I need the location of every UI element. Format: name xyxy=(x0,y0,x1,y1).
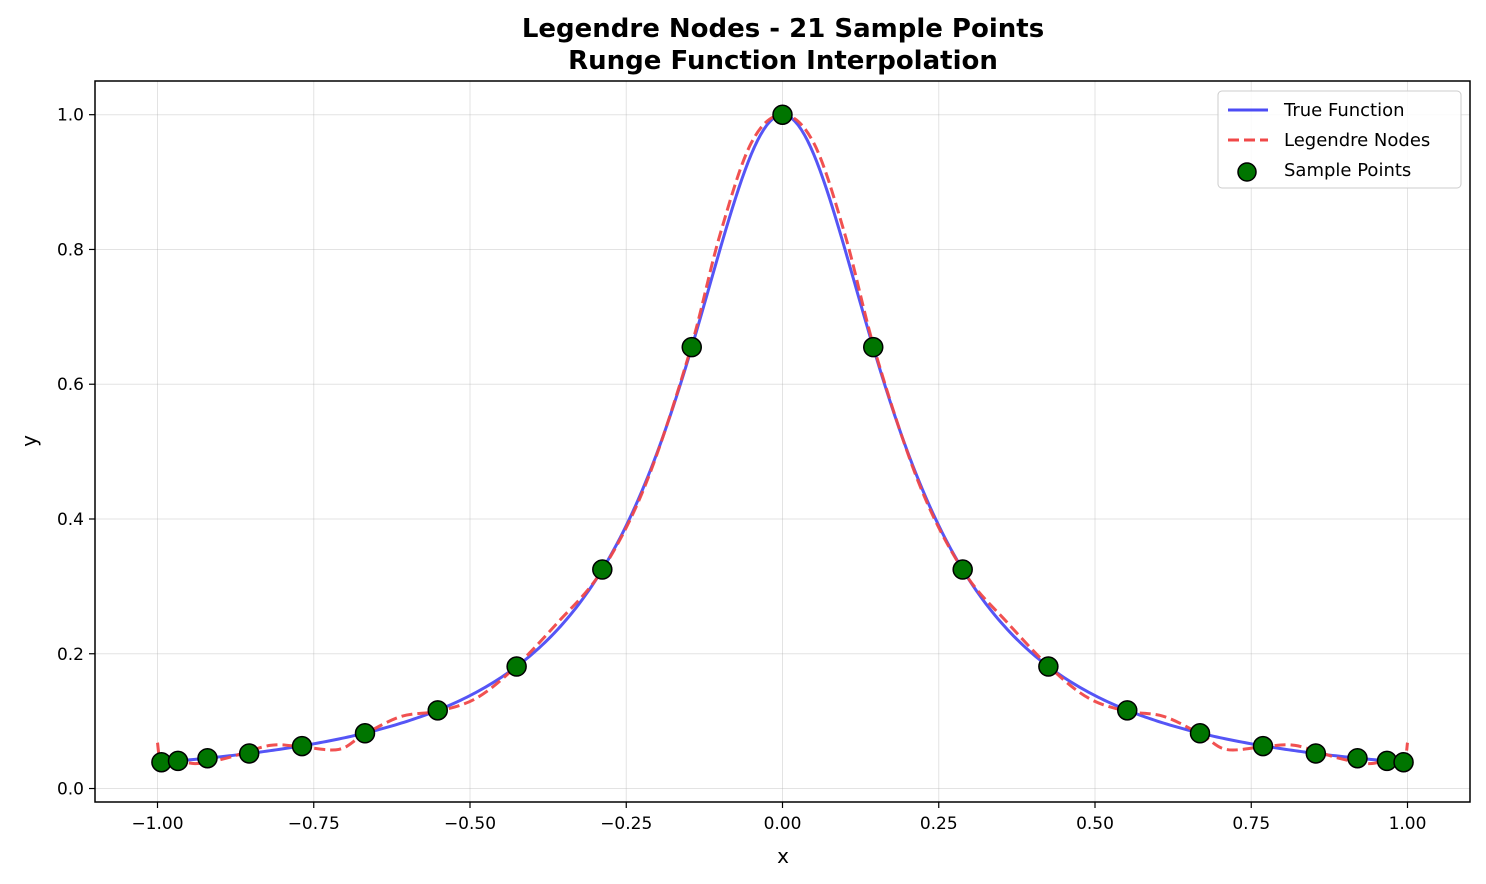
x-axis: −1.00 −0.75 −0.50 −0.25 0.00 0.25 0.50 0.75 1.00 xyxy=(131,802,1426,834)
sample-point xyxy=(1038,656,1059,677)
legend-legendre-nodes-label: Legendre Nodes xyxy=(1284,130,1430,151)
x-tick-label: 0.75 xyxy=(1232,814,1270,834)
chart-title: Legendre Nodes - 21 Sample Points xyxy=(522,14,1044,44)
x-tick-label: −0.75 xyxy=(288,814,340,834)
chart-subtitle: Runge Function Interpolation xyxy=(568,46,998,76)
sample-point xyxy=(1189,723,1211,744)
sample-point xyxy=(681,336,702,358)
x-tick-label: −0.25 xyxy=(600,814,652,834)
legend-true-function-label: True Function xyxy=(1283,100,1405,121)
y-tick-label: 0.0 xyxy=(57,780,84,800)
sample-point xyxy=(291,735,313,757)
sample-point xyxy=(1347,747,1368,769)
y-axis: 0.0 0.2 0.4 0.6 0.8 1.0 xyxy=(57,106,95,800)
sample-point xyxy=(952,559,973,580)
x-axis-label: x xyxy=(777,844,789,868)
sample-point xyxy=(1117,700,1138,721)
y-tick-label: 1.0 xyxy=(57,106,84,126)
sample-point xyxy=(197,747,218,769)
sample-point xyxy=(863,336,884,358)
sample-point xyxy=(506,656,527,677)
x-tick-label: 0.25 xyxy=(920,814,958,834)
sample-point xyxy=(1393,751,1414,773)
sample-point xyxy=(772,104,793,125)
legend-sample-points-label: Sample Points xyxy=(1284,160,1411,181)
sample-point xyxy=(427,700,448,721)
legend-sample-points-marker xyxy=(1237,162,1257,182)
y-tick-label: 0.4 xyxy=(57,510,84,530)
sample-point xyxy=(1252,735,1274,757)
x-tick-label: 0.50 xyxy=(1076,814,1114,834)
sample-point xyxy=(592,559,613,580)
legend: True Function Legendre Nodes Sample Poin… xyxy=(1217,90,1462,189)
x-tick-label: −1.00 xyxy=(131,814,183,834)
x-tick-label: 0.00 xyxy=(764,814,802,834)
sample-point xyxy=(238,743,260,764)
y-tick-label: 0.8 xyxy=(57,240,84,260)
x-tick-label: 1.00 xyxy=(1389,814,1427,834)
y-tick-label: 0.6 xyxy=(57,375,84,395)
y-tick-label: 0.2 xyxy=(57,645,84,665)
sample-point xyxy=(354,723,376,744)
x-tick-label: −0.50 xyxy=(444,814,496,834)
y-axis-label: y xyxy=(17,435,41,447)
sample-point xyxy=(167,750,189,772)
legend-box xyxy=(1217,90,1462,189)
sample-point xyxy=(1305,743,1327,764)
sample-points xyxy=(151,104,1414,773)
